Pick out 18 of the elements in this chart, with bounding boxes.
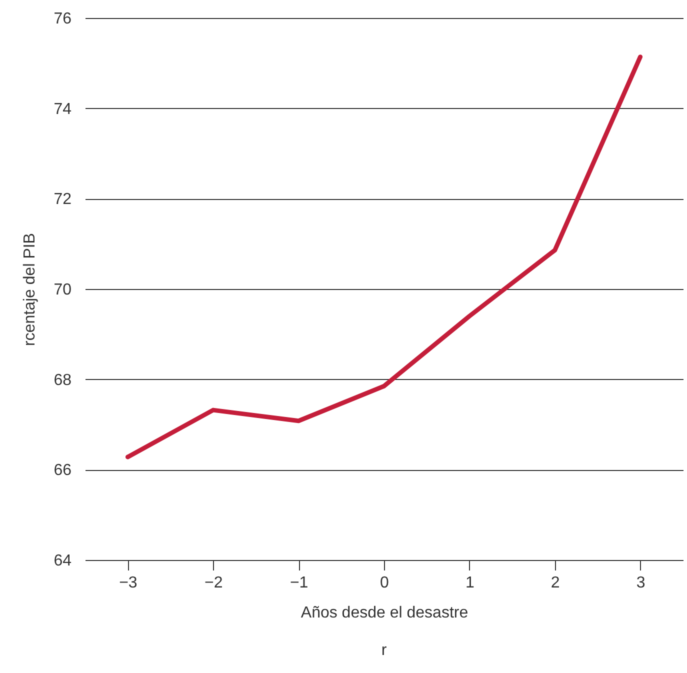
- y-tick-label: 64: [54, 552, 72, 570]
- y-axis-title: rcentaje del PIB: [22, 233, 39, 346]
- y-tick-label: 76: [54, 10, 72, 28]
- x-tick-label: 0: [380, 574, 390, 592]
- line-series: [125, 54, 643, 460]
- x-tick-label: −2: [204, 574, 223, 592]
- y-tick-label: 68: [54, 372, 72, 389]
- y-tick-label: 66: [54, 462, 72, 480]
- x-axis-title: Años desde el desastre: [300, 604, 468, 622]
- x-tick-label: −3: [119, 574, 138, 592]
- y-tick-label: 74: [54, 100, 72, 118]
- x-tick-label: 1: [465, 574, 474, 592]
- x-tick-label: 2: [550, 574, 560, 592]
- x-tick-label: 3: [636, 574, 646, 592]
- y-tick-label: 70: [54, 282, 72, 298]
- x-tick-label: −1: [290, 574, 308, 592]
- text: r: [381, 642, 388, 659]
- y-tick-label: 72: [54, 191, 72, 208]
